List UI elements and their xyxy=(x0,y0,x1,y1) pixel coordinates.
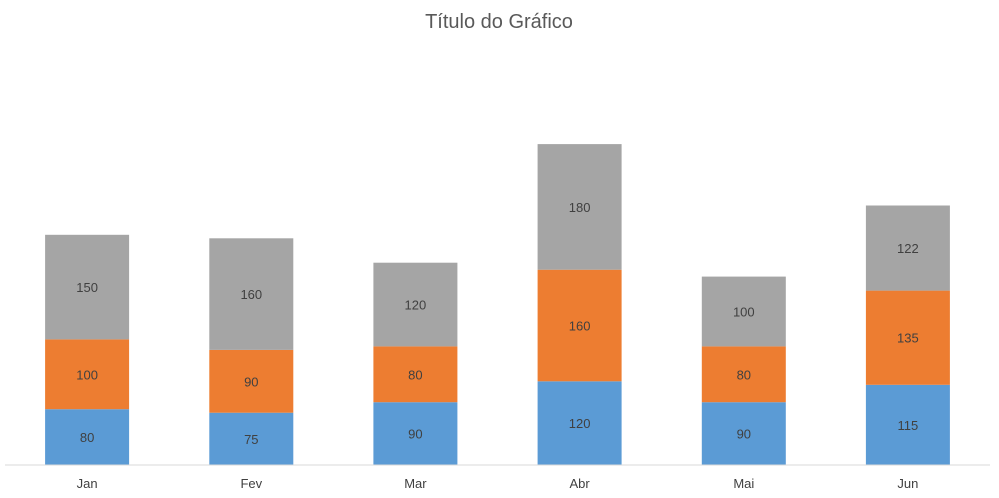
data-label-abr-series-1: 120 xyxy=(569,416,591,431)
bar-fev-series-2 xyxy=(209,349,294,413)
data-label-jan-series-3: 150 xyxy=(76,280,98,295)
bar-jan-series-3 xyxy=(45,234,130,340)
bar-abr-series-2 xyxy=(537,269,622,382)
bar-mai-series-2 xyxy=(701,346,786,403)
x-tick-label-mar: Mar xyxy=(404,476,427,491)
data-label-jun-series-3: 122 xyxy=(897,241,919,256)
data-label-abr-series-3: 180 xyxy=(569,200,591,215)
data-label-fev-series-1: 75 xyxy=(244,432,258,447)
data-label-mar-series-1: 90 xyxy=(408,427,422,442)
x-tick-label-jan: Jan xyxy=(77,476,98,491)
bar-jun-series-3 xyxy=(865,205,950,291)
data-label-fev-series-3: 160 xyxy=(240,287,262,302)
bar-jan-series-2 xyxy=(45,339,130,410)
data-label-mai-series-1: 90 xyxy=(737,427,751,442)
bar-fev-series-1 xyxy=(209,412,294,465)
bar-jun-series-1 xyxy=(865,384,950,465)
data-label-jan-series-1: 80 xyxy=(80,430,94,445)
bar-mar-series-3 xyxy=(373,262,458,347)
bar-mar-series-2 xyxy=(373,346,458,403)
data-label-mar-series-2: 80 xyxy=(408,367,422,382)
data-label-mai-series-2: 80 xyxy=(737,367,751,382)
bar-mai-series-3 xyxy=(701,276,786,347)
data-label-jan-series-2: 100 xyxy=(76,367,98,382)
bar-fev-series-3 xyxy=(209,238,294,350)
data-label-abr-series-2: 160 xyxy=(569,319,591,334)
data-label-fev-series-2: 90 xyxy=(244,374,258,389)
bar-jun-series-2 xyxy=(865,290,950,385)
bar-mai-series-1 xyxy=(701,402,786,465)
x-tick-label-abr: Abr xyxy=(569,476,590,491)
data-label-mar-series-3: 120 xyxy=(405,298,427,313)
data-label-mai-series-3: 100 xyxy=(733,305,755,320)
bar-abr-series-3 xyxy=(537,144,622,270)
data-label-jun-series-1: 115 xyxy=(898,418,919,433)
bar-mar-series-1 xyxy=(373,402,458,465)
x-tick-label-fev: Fev xyxy=(240,476,262,491)
bars-layer: 80 100 150 75 90 160 90 80 120 120 160 180 90 80 100 11… xyxy=(45,144,950,465)
bar-jan-series-1 xyxy=(45,409,130,465)
x-tick-label-mai: Mai xyxy=(733,476,754,491)
x-tick-labels: Jan Fev Mar Abr Mai Jun xyxy=(77,476,919,491)
chart-title: Título do Gráfico xyxy=(425,11,573,33)
data-label-jun-series-2: 135 xyxy=(897,331,919,346)
bar-abr-series-1 xyxy=(537,381,622,465)
x-tick-label-jun: Jun xyxy=(897,476,918,491)
